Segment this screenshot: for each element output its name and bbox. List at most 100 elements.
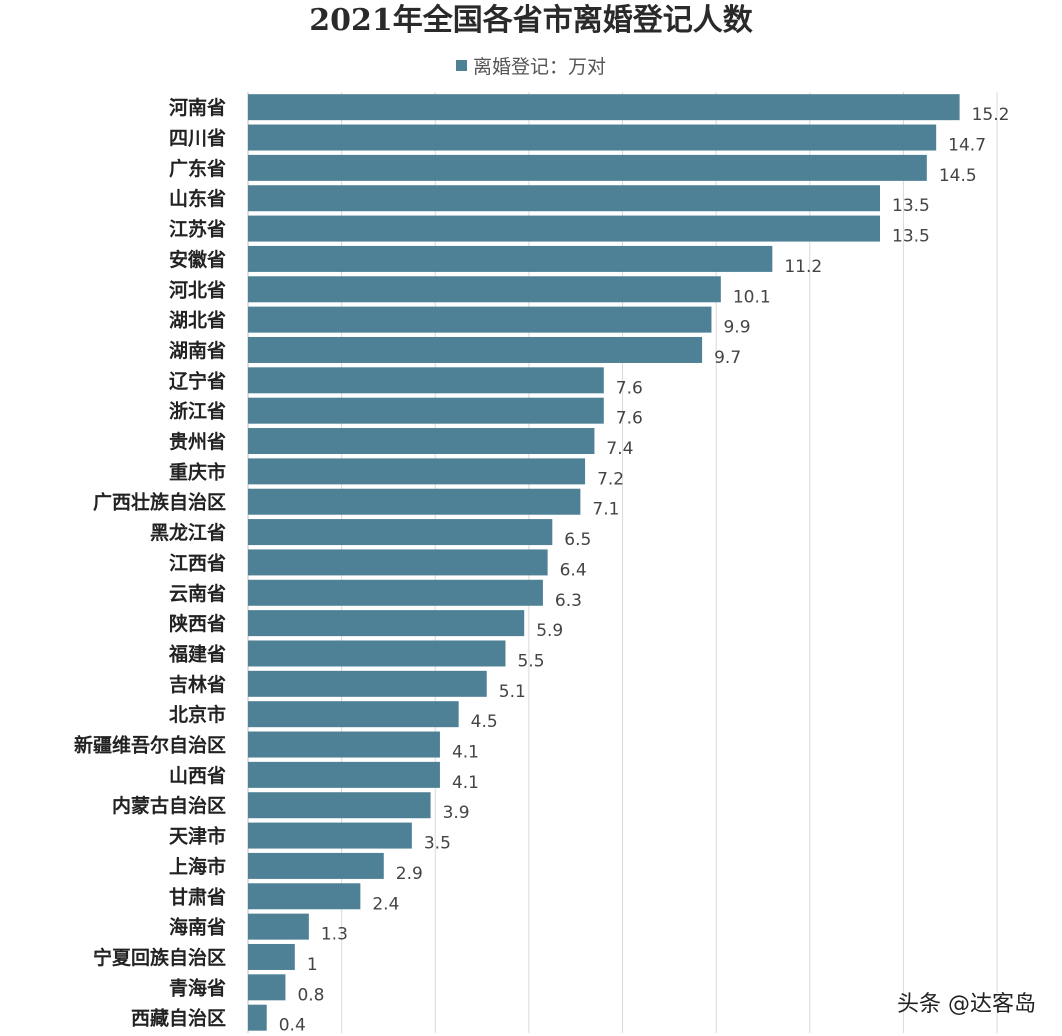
value-label-11: 7.4 bbox=[606, 439, 633, 459]
category-label-19: 吉林省 bbox=[169, 673, 226, 696]
category-label-27: 海南省 bbox=[169, 916, 226, 939]
bar-19 bbox=[248, 670, 487, 697]
bar-12 bbox=[248, 458, 586, 485]
category-label-14: 黑龙江省 bbox=[150, 521, 226, 544]
category-label-21: 新疆维吾尔自治区 bbox=[74, 734, 226, 757]
bar-1 bbox=[248, 124, 937, 151]
category-label-28: 宁夏回族自治区 bbox=[93, 946, 226, 969]
bar-30 bbox=[248, 1004, 267, 1031]
bar-10 bbox=[248, 397, 604, 424]
category-label-15: 江西省 bbox=[169, 552, 226, 574]
watermark: 头条 @达客岛 bbox=[897, 992, 1036, 1017]
bar-4 bbox=[248, 215, 881, 242]
value-label-30: 0.4 bbox=[279, 1016, 306, 1036]
value-label-14: 6.5 bbox=[564, 530, 591, 550]
category-label-3: 山东省 bbox=[169, 187, 226, 210]
category-label-2: 广东省 bbox=[169, 157, 226, 180]
category-label-25: 上海市 bbox=[169, 855, 226, 878]
bar-27 bbox=[248, 913, 309, 940]
value-label-8: 9.7 bbox=[714, 348, 741, 368]
value-label-3: 13.5 bbox=[892, 196, 930, 216]
bar-9 bbox=[248, 367, 604, 394]
bar-20 bbox=[248, 701, 459, 728]
bar-7 bbox=[248, 306, 712, 333]
bar-24 bbox=[248, 822, 412, 849]
value-label-12: 7.2 bbox=[597, 469, 624, 489]
value-label-28: 1 bbox=[307, 955, 318, 975]
category-label-24: 天津市 bbox=[169, 825, 226, 848]
bar-15 bbox=[248, 549, 548, 576]
bar-3 bbox=[248, 185, 881, 212]
bar-29 bbox=[248, 974, 286, 1001]
bar-6 bbox=[248, 276, 721, 303]
category-label-10: 浙江省 bbox=[169, 400, 226, 423]
value-label-1: 14.7 bbox=[948, 136, 986, 156]
bar-25 bbox=[248, 852, 384, 879]
category-label-13: 广西壮族自治区 bbox=[93, 491, 226, 514]
value-label-0: 15.2 bbox=[972, 105, 1010, 125]
bar-8 bbox=[248, 336, 703, 363]
value-label-26: 2.4 bbox=[372, 894, 399, 914]
value-label-22: 4.1 bbox=[452, 773, 479, 793]
value-label-4: 13.5 bbox=[892, 227, 930, 247]
value-label-25: 2.9 bbox=[396, 864, 423, 884]
bar-layer bbox=[248, 94, 960, 1031]
value-label-17: 5.9 bbox=[536, 621, 563, 641]
category-label-5: 安徽省 bbox=[169, 248, 226, 271]
bar-18 bbox=[248, 640, 506, 667]
category-label-7: 湖北省 bbox=[169, 310, 226, 332]
category-label-30: 西藏自治区 bbox=[131, 1007, 226, 1030]
value-label-5: 11.2 bbox=[784, 257, 822, 277]
bar-2 bbox=[248, 154, 927, 181]
value-label-27: 1.3 bbox=[321, 925, 348, 945]
legend-swatch bbox=[455, 60, 467, 71]
bar-0 bbox=[248, 94, 960, 121]
category-label-6: 河北省 bbox=[169, 279, 226, 301]
category-label-4: 江苏省 bbox=[169, 218, 226, 241]
bar-21 bbox=[248, 731, 440, 758]
value-label-19: 5.1 bbox=[499, 682, 526, 702]
bar-5 bbox=[248, 245, 773, 272]
value-label-15: 6.4 bbox=[560, 560, 587, 580]
bar-28 bbox=[248, 943, 295, 970]
bar-22 bbox=[248, 761, 440, 788]
bar-11 bbox=[248, 428, 595, 455]
category-label-0: 河南省 bbox=[169, 97, 226, 119]
category-label-26: 甘肃省 bbox=[169, 885, 226, 908]
category-label-11: 贵州省 bbox=[169, 431, 226, 453]
value-label-24: 3.5 bbox=[424, 834, 451, 854]
value-label-6: 10.1 bbox=[733, 287, 771, 307]
category-label-16: 云南省 bbox=[169, 583, 226, 605]
category-label-12: 重庆市 bbox=[169, 460, 226, 483]
value-label-16: 6.3 bbox=[555, 591, 582, 611]
value-label-18: 5.5 bbox=[517, 651, 544, 671]
category-label-20: 北京市 bbox=[169, 703, 226, 726]
value-label-29: 0.8 bbox=[297, 985, 324, 1005]
category-label-18: 福建省 bbox=[168, 642, 226, 665]
bar-16 bbox=[248, 579, 543, 606]
category-label-22: 山西省 bbox=[169, 765, 226, 787]
category-label-29: 青海省 bbox=[169, 976, 226, 999]
bar-26 bbox=[248, 883, 361, 910]
category-label-23: 内蒙古自治区 bbox=[112, 794, 226, 817]
legend: 离婚登记：万对 bbox=[0, 52, 1062, 79]
value-label-9: 7.6 bbox=[616, 378, 643, 398]
bar-23 bbox=[248, 792, 431, 819]
category-label-1: 四川省 bbox=[169, 128, 226, 150]
bar-17 bbox=[248, 610, 525, 637]
bar-14 bbox=[248, 519, 553, 546]
bar-13 bbox=[248, 488, 581, 515]
value-label-10: 7.6 bbox=[616, 409, 643, 429]
value-label-23: 3.9 bbox=[443, 803, 470, 823]
category-label-17: 陕西省 bbox=[169, 612, 226, 635]
category-label-9: 辽宁省 bbox=[169, 369, 226, 392]
category-label-8: 湖南省 bbox=[169, 340, 226, 362]
value-label-2: 14.5 bbox=[939, 166, 977, 186]
value-label-21: 4.1 bbox=[452, 743, 479, 763]
value-label-7: 9.9 bbox=[723, 318, 750, 338]
value-label-20: 4.5 bbox=[471, 712, 498, 732]
value-label-13: 7.1 bbox=[592, 500, 619, 520]
chart-title: 2021年全国各省市离婚登记人数 bbox=[309, 3, 753, 38]
